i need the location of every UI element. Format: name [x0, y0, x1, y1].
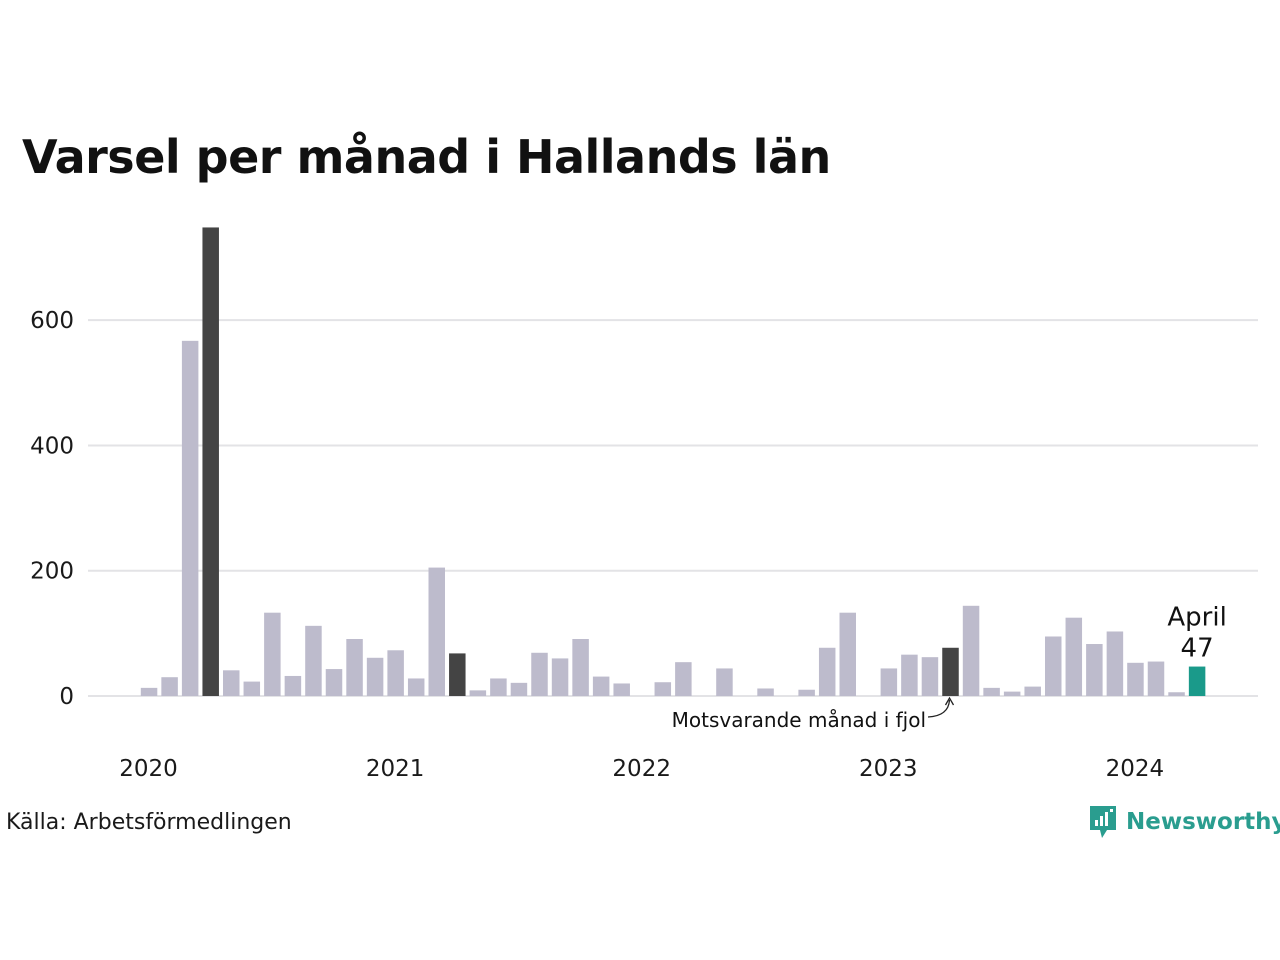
bar — [798, 689, 815, 696]
bar — [1086, 644, 1103, 696]
newsworthy-logo: Newsworthy — [1088, 804, 1280, 840]
bar — [901, 654, 918, 696]
bar — [675, 662, 692, 696]
bar — [1045, 636, 1062, 696]
x-axis-labels: 2020 2021 2022 2023 2024 — [119, 756, 1164, 782]
bar — [1188, 666, 1206, 696]
bar — [181, 340, 199, 696]
bar — [983, 687, 1000, 696]
bar — [942, 647, 959, 696]
x-tick-label: 2020 — [119, 756, 178, 782]
y-tick-label: 0 — [59, 684, 74, 710]
x-tick-label: 2021 — [366, 756, 425, 782]
bar — [264, 612, 281, 696]
bar — [366, 657, 384, 696]
bar — [757, 688, 774, 696]
y-axis-labels: 0 200 400 600 — [30, 308, 74, 710]
bar — [407, 678, 425, 696]
bar — [305, 625, 322, 696]
x-tick-label: 2024 — [1106, 756, 1165, 782]
bar — [490, 678, 507, 696]
bar — [880, 668, 898, 696]
bar — [818, 647, 836, 696]
previous-year-annotation: Motsvarande månad i fjol — [672, 708, 926, 732]
bar — [1127, 662, 1144, 696]
bar — [387, 650, 404, 696]
bar — [243, 681, 261, 696]
bar — [551, 658, 569, 696]
annotation-arrow-head — [944, 696, 955, 706]
bar — [284, 675, 302, 696]
bar — [346, 638, 363, 696]
newsworthy-icon — [1090, 806, 1116, 838]
source-label: Källa: Arbetsförmedlingen — [6, 810, 292, 835]
bar — [531, 652, 548, 696]
bar — [1106, 631, 1124, 696]
bar — [654, 682, 672, 696]
gridlines — [88, 319, 1258, 697]
bar — [921, 657, 939, 696]
bar — [202, 227, 219, 696]
bar — [962, 605, 980, 696]
bar — [1065, 617, 1083, 696]
bar — [716, 668, 733, 696]
annotation-arrow-line — [927, 699, 951, 718]
bar — [1003, 691, 1021, 696]
bar — [572, 638, 589, 696]
brand-name: Newsworthy — [1126, 809, 1280, 835]
bar — [449, 653, 466, 696]
bar — [140, 687, 158, 696]
chart-title: Varsel per månad i Hallands län — [22, 130, 831, 184]
y-tick-label: 200 — [30, 559, 74, 585]
y-tick-label: 400 — [30, 433, 74, 459]
bar — [223, 670, 240, 696]
bar — [161, 677, 178, 696]
current-month-label: April — [1167, 603, 1226, 633]
x-tick-label: 2023 — [859, 756, 918, 782]
bar — [592, 676, 610, 696]
bar — [1147, 661, 1165, 696]
bar — [613, 683, 630, 696]
bar — [1168, 692, 1185, 696]
x-tick-label: 2022 — [612, 756, 671, 782]
bars — [140, 227, 1206, 696]
bar — [428, 567, 445, 696]
bar — [325, 669, 343, 696]
bar — [839, 612, 856, 696]
bar — [1024, 686, 1041, 696]
current-value-label: 47 — [1181, 634, 1214, 664]
bar — [510, 682, 528, 696]
bar — [469, 690, 487, 696]
y-tick-label: 600 — [30, 308, 74, 334]
